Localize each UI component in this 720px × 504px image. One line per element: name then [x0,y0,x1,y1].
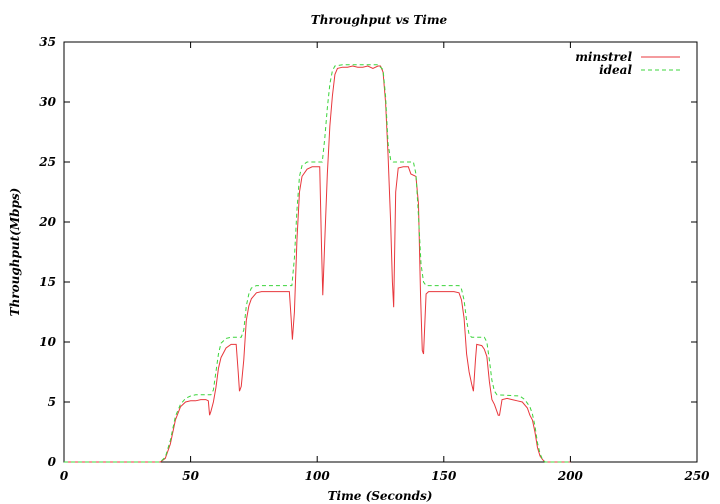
y-tick-label: 30 [39,95,56,109]
y-tick-label: 0 [48,455,57,469]
y-tick-label: 20 [38,215,56,229]
series-layer [64,64,571,463]
x-tick-label: 100 [305,469,331,483]
y-tick-label: 35 [39,35,56,49]
y-tick-label: 15 [39,275,56,289]
series-line-minstrel [64,65,571,463]
x-axis-label: Time (Seconds) [328,489,433,503]
legend-label-minstrel: minstrel [575,50,632,64]
y-tick-label: 10 [39,335,56,349]
chart-title: Throughput vs Time [311,13,448,27]
y-axis: 0 5 10 15 20 25 30 35 [38,35,697,469]
y-axis-label: Throughput(Mbps) [8,188,22,317]
x-tick-label: 50 [182,469,199,483]
legend-label-ideal: ideal [599,63,632,77]
x-axis: 0 50 100 150 200 250 [60,42,710,483]
series-line-ideal [64,64,571,463]
x-tick-label: 250 [683,469,710,483]
x-tick-label: 150 [431,469,457,483]
y-tick-label: 25 [38,155,56,169]
x-tick-label: 0 [60,469,69,483]
plot-frame [63,41,698,463]
x-tick-label: 200 [557,469,584,483]
y-tick-label: 5 [48,395,56,409]
